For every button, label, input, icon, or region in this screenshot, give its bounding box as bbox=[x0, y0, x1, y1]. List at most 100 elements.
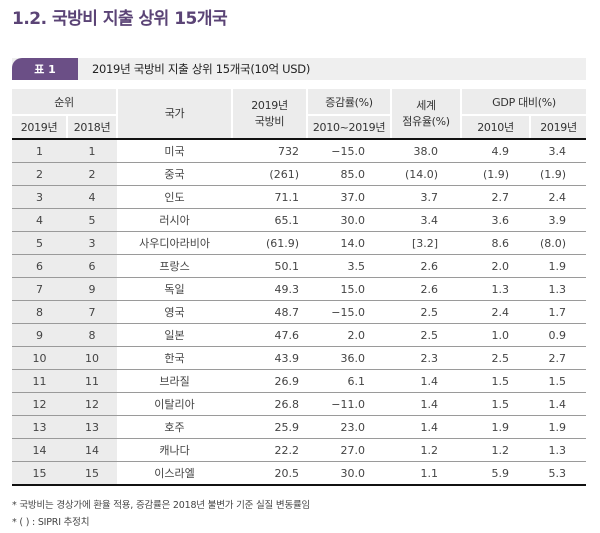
country-cell: 캐나다 bbox=[117, 438, 233, 462]
country-cell: 영국 bbox=[117, 300, 233, 324]
table-row: 3 4 인도 71.1 37.0 3.7 2.7 2.4 bbox=[12, 185, 587, 209]
table-row: 8 7 영국 48.7 −15.0 2.5 2.4 1.7 bbox=[12, 300, 587, 324]
change-rate-cell: 2.0 bbox=[307, 323, 392, 347]
country-cell: 러시아 bbox=[117, 208, 233, 232]
gdp-2019-cell: 1.3 bbox=[530, 438, 587, 462]
rank-2019-cell: 10 bbox=[12, 346, 67, 370]
change-rate-cell: 23.0 bbox=[307, 415, 392, 439]
world-share-cell: [3.2] bbox=[391, 231, 462, 255]
header-share-line1: 세계 bbox=[416, 98, 436, 112]
gdp-2019-cell: 5.3 bbox=[530, 461, 587, 486]
country-cell: 호주 bbox=[117, 415, 233, 439]
rank-2018-cell: 14 bbox=[67, 438, 118, 462]
table-caption-text: 2019년 국방비 지출 상위 15개국(10억 USD) bbox=[92, 62, 311, 76]
spending-cell: 65.1 bbox=[232, 208, 308, 232]
rank-2019-cell: 8 bbox=[12, 300, 67, 324]
gdp-2010-cell: 2.0 bbox=[461, 254, 531, 278]
gdp-2019-cell: 1.9 bbox=[530, 415, 587, 439]
gdp-2019-cell: (1.9) bbox=[530, 162, 587, 186]
rank-2018-cell: 5 bbox=[67, 208, 118, 232]
header-gdp-2010: 2010년 bbox=[460, 115, 531, 140]
rank-2018-cell: 10 bbox=[67, 346, 118, 370]
note-spending-basis: * 국방비는 경상가에 환율 적용, 증감률은 2018년 불변가 기준 실질 … bbox=[12, 500, 311, 511]
spending-cell: 26.9 bbox=[232, 369, 308, 393]
spending-cell: 25.9 bbox=[232, 415, 308, 439]
table-row: 10 10 한국 43.9 36.0 2.3 2.5 2.7 bbox=[12, 346, 587, 370]
header-spending-line1: 2019년 bbox=[251, 98, 288, 112]
gdp-2010-cell: 1.5 bbox=[461, 392, 531, 416]
rank-2018-cell: 7 bbox=[67, 300, 118, 324]
rank-2018-cell: 2 bbox=[67, 162, 118, 186]
rank-2019-cell: 11 bbox=[12, 369, 67, 393]
gdp-2010-cell: 2.7 bbox=[461, 185, 531, 209]
gdp-2019-cell: 3.9 bbox=[530, 208, 587, 232]
spending-cell: 22.2 bbox=[232, 438, 308, 462]
rank-2019-cell: 13 bbox=[12, 415, 67, 439]
world-share-cell: 1.4 bbox=[391, 369, 462, 393]
header-spending: 2019년 국방비 bbox=[231, 89, 308, 140]
header-gdp-group: GDP 대비(%) bbox=[460, 89, 587, 116]
change-rate-cell: −15.0 bbox=[307, 300, 392, 324]
rank-2019-cell: 9 bbox=[12, 323, 67, 347]
gdp-2010-cell: 3.6 bbox=[461, 208, 531, 232]
country-cell: 이스라엘 bbox=[117, 461, 233, 486]
header-country: 국가 bbox=[116, 89, 233, 140]
gdp-2019-cell: 2.7 bbox=[530, 346, 587, 370]
gdp-2019-cell: 1.3 bbox=[530, 277, 587, 301]
gdp-2010-cell: 4.9 bbox=[461, 139, 531, 163]
world-share-cell: 2.6 bbox=[391, 277, 462, 301]
change-rate-cell: 3.5 bbox=[307, 254, 392, 278]
world-share-cell: (14.0) bbox=[391, 162, 462, 186]
gdp-2010-cell: 5.9 bbox=[461, 461, 531, 486]
spending-cell: 48.7 bbox=[232, 300, 308, 324]
table-row: 1 1 미국 732 −15.0 38.0 4.9 3.4 bbox=[12, 139, 587, 163]
country-cell: 독일 bbox=[117, 277, 233, 301]
gdp-2019-cell: 1.5 bbox=[530, 369, 587, 393]
rank-2018-cell: 1 bbox=[67, 139, 118, 163]
table-row: 14 14 캐나다 22.2 27.0 1.2 1.2 1.3 bbox=[12, 438, 587, 462]
rank-2019-cell: 3 bbox=[12, 185, 67, 209]
world-share-cell: 38.0 bbox=[391, 139, 462, 163]
gdp-2019-cell: 1.9 bbox=[530, 254, 587, 278]
gdp-2010-cell: 1.9 bbox=[461, 415, 531, 439]
world-share-cell: 1.1 bbox=[391, 461, 462, 486]
country-cell: 미국 bbox=[117, 139, 233, 163]
note-sipri-estimate: * ( ) : SIPRI 추정치 bbox=[12, 517, 90, 528]
rank-2019-cell: 12 bbox=[12, 392, 67, 416]
change-rate-cell: 27.0 bbox=[307, 438, 392, 462]
table-row: 2 2 중국 (261) 85.0 (14.0) (1.9) (1.9) bbox=[12, 162, 587, 186]
table-row: 5 3 사우디아라비아 (61.9) 14.0 [3.2] 8.6 (8.0) bbox=[12, 231, 587, 255]
country-cell: 중국 bbox=[117, 162, 233, 186]
change-rate-cell: 14.0 bbox=[307, 231, 392, 255]
table-row: 6 6 프랑스 50.1 3.5 2.6 2.0 1.9 bbox=[12, 254, 587, 278]
gdp-2010-cell: 1.5 bbox=[461, 369, 531, 393]
world-share-cell: 2.5 bbox=[391, 323, 462, 347]
rank-2019-cell: 1 bbox=[12, 139, 67, 163]
table-number-tag: 표 1 bbox=[12, 58, 78, 80]
gdp-2019-cell: 1.4 bbox=[530, 392, 587, 416]
spending-cell: 47.6 bbox=[232, 323, 308, 347]
gdp-2010-cell: 1.2 bbox=[461, 438, 531, 462]
spending-cell: (61.9) bbox=[232, 231, 308, 255]
rank-2018-cell: 13 bbox=[67, 415, 118, 439]
rank-2018-cell: 8 bbox=[67, 323, 118, 347]
gdp-2019-cell: 3.4 bbox=[530, 139, 587, 163]
gdp-2010-cell: 2.5 bbox=[461, 346, 531, 370]
world-share-cell: 3.4 bbox=[391, 208, 462, 232]
spending-cell: 49.3 bbox=[232, 277, 308, 301]
spending-cell: 20.5 bbox=[232, 461, 308, 486]
world-share-cell: 1.2 bbox=[391, 438, 462, 462]
header-spending-line2: 국방비 bbox=[254, 114, 285, 128]
change-rate-cell: 85.0 bbox=[307, 162, 392, 186]
world-share-cell: 1.4 bbox=[391, 415, 462, 439]
table-caption: 표 1 2019년 국방비 지출 상위 15개국(10억 USD) bbox=[12, 58, 586, 80]
header-rank-2019: 2019년 bbox=[12, 115, 67, 140]
spending-cell: 732 bbox=[232, 139, 308, 163]
country-cell: 사우디아라비아 bbox=[117, 231, 233, 255]
spending-cell: 50.1 bbox=[232, 254, 308, 278]
rank-2019-cell: 6 bbox=[12, 254, 67, 278]
table-row: 11 11 브라질 26.9 6.1 1.4 1.5 1.5 bbox=[12, 369, 587, 393]
world-share-cell: 2.6 bbox=[391, 254, 462, 278]
gdp-2010-cell: 2.4 bbox=[461, 300, 531, 324]
change-rate-cell: −15.0 bbox=[307, 139, 392, 163]
